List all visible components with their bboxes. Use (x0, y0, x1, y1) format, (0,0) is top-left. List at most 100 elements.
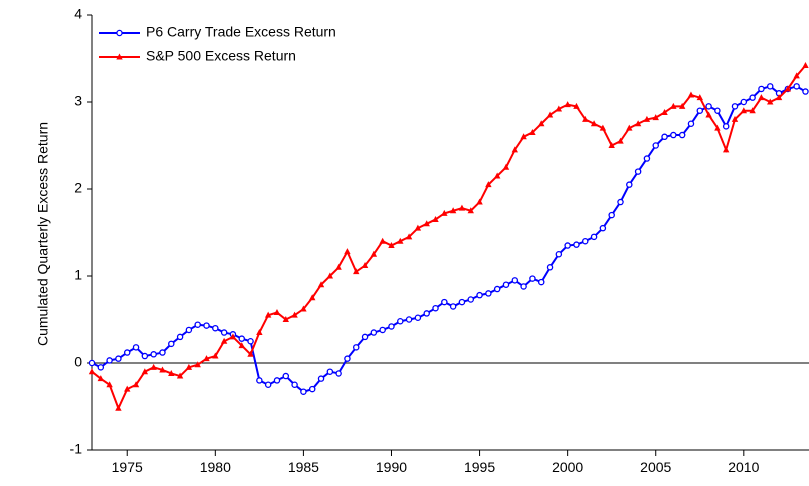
point (203, 322, 210, 329)
y-tick-label: 3 (74, 93, 82, 109)
point (168, 340, 175, 348)
point (511, 277, 519, 284)
point (449, 303, 457, 310)
point (458, 204, 466, 211)
y-tick-label: 4 (74, 6, 82, 22)
point (617, 198, 624, 206)
point (537, 278, 545, 286)
x-tick-label: 1980 (200, 459, 231, 475)
point (353, 268, 360, 275)
point (247, 350, 254, 357)
point (758, 94, 765, 101)
x-tick-label: 1975 (112, 459, 143, 475)
point (687, 91, 695, 98)
point (282, 372, 290, 380)
point (802, 88, 809, 95)
point (282, 316, 289, 322)
point (432, 304, 439, 312)
point (388, 242, 395, 249)
point (432, 215, 439, 222)
point (775, 94, 783, 101)
point (529, 128, 536, 135)
point (661, 108, 668, 115)
point (370, 329, 378, 336)
point (264, 381, 272, 388)
point (802, 61, 809, 68)
point (608, 211, 615, 219)
point (731, 115, 739, 122)
point (423, 220, 430, 227)
y-tick-label: 1 (74, 267, 82, 283)
point (458, 298, 466, 306)
point (335, 370, 342, 377)
point (388, 323, 395, 330)
point (784, 85, 792, 92)
point (379, 326, 386, 334)
point (361, 333, 369, 341)
point (793, 83, 800, 90)
point (670, 131, 677, 139)
point (159, 366, 166, 373)
point (555, 105, 563, 112)
point (141, 352, 149, 360)
point (678, 102, 686, 109)
point (379, 237, 386, 244)
x-tick-label: 1985 (288, 459, 319, 475)
point (291, 311, 298, 318)
point (573, 241, 580, 248)
point (185, 363, 193, 370)
point (405, 233, 413, 240)
point (696, 94, 703, 101)
point (88, 368, 96, 375)
point (150, 363, 157, 370)
point (353, 344, 360, 351)
point (573, 102, 580, 109)
point (758, 85, 765, 93)
point (731, 103, 739, 110)
point (643, 155, 651, 162)
point (185, 326, 193, 334)
point (273, 309, 281, 316)
point (212, 352, 219, 359)
point (124, 385, 131, 392)
point (264, 311, 272, 318)
point (449, 207, 457, 214)
point (634, 168, 642, 175)
point (300, 388, 307, 395)
point (194, 321, 201, 328)
point (590, 233, 598, 241)
x-tick-label: 2000 (552, 459, 583, 475)
point (150, 351, 157, 358)
point (273, 377, 281, 384)
point (740, 107, 748, 114)
point (212, 324, 219, 332)
point (793, 72, 800, 79)
point (652, 142, 659, 149)
legend-label: P6 Carry Trade Excess Return (146, 24, 336, 40)
point (722, 123, 730, 130)
point (582, 115, 589, 122)
point (97, 364, 105, 371)
point (661, 133, 668, 141)
point (220, 337, 228, 344)
point (749, 107, 756, 114)
point (678, 131, 686, 139)
series-line (91, 85, 806, 393)
point (670, 102, 677, 109)
point (423, 310, 430, 317)
series-line (91, 64, 807, 411)
point (485, 290, 492, 297)
point (493, 172, 501, 179)
point (115, 404, 122, 411)
point (599, 224, 607, 232)
point (291, 381, 298, 388)
point (564, 101, 571, 108)
point (467, 296, 475, 303)
legend-marker (116, 29, 123, 37)
y-axis-label: Cumulated Quarterly Excess Return (35, 122, 51, 346)
point (493, 285, 501, 293)
point (132, 381, 140, 388)
point (414, 314, 422, 322)
point (317, 375, 325, 382)
